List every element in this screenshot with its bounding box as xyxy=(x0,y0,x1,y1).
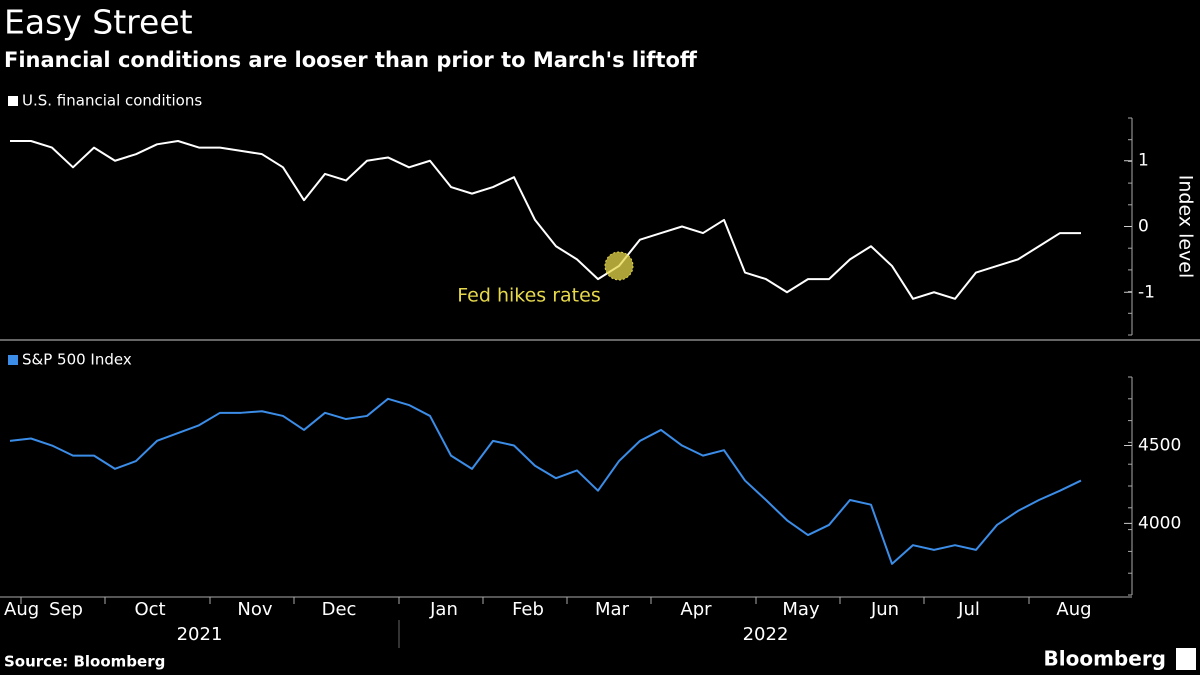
brand: Bloomberg xyxy=(1044,647,1166,671)
x-tick-label: Jan xyxy=(429,599,458,620)
x-tick-label: Nov xyxy=(237,599,272,620)
y-tick-label: 0 xyxy=(1138,217,1149,237)
line-series xyxy=(9,397,1082,565)
legend-swatch xyxy=(8,96,18,106)
y-axis-label: Index level xyxy=(1175,175,1197,279)
x-tick-label: Aug xyxy=(4,599,39,620)
x-tick-label: Apr xyxy=(680,599,712,620)
x-tick-label: Feb xyxy=(512,599,544,620)
x-tick-label: May xyxy=(782,599,820,620)
x-tick-label: Oct xyxy=(134,599,165,620)
y-tick-label: 4500 xyxy=(1138,436,1181,456)
x-tick-label: Jul xyxy=(957,599,980,620)
y-tick-label: 1 xyxy=(1138,151,1149,171)
legend-swatch xyxy=(8,355,18,365)
x-tick-label: Mar xyxy=(595,599,630,620)
legend-label: U.S. financial conditions xyxy=(22,92,202,110)
x-tick-label: Dec xyxy=(322,599,357,620)
y-tick-label: -1 xyxy=(1138,282,1155,302)
subtitle: Financial conditions are looser than pri… xyxy=(4,48,698,72)
year-label: 2021 xyxy=(177,624,223,645)
brand-icon xyxy=(1176,648,1196,670)
title: Easy Street xyxy=(4,3,193,42)
x-tick-label: Jun xyxy=(870,599,899,620)
x-tick-label: Sep xyxy=(49,599,83,620)
year-label: 2022 xyxy=(743,624,789,645)
source: Source: Bloomberg xyxy=(4,653,165,671)
line-series xyxy=(10,140,1081,300)
annotation-marker xyxy=(604,251,634,281)
x-tick-label: Aug xyxy=(1056,599,1091,620)
annotation: Fed hikes rates xyxy=(457,284,600,306)
y-tick-label: 4000 xyxy=(1138,513,1181,533)
legend-label: S&P 500 Index xyxy=(22,351,132,369)
